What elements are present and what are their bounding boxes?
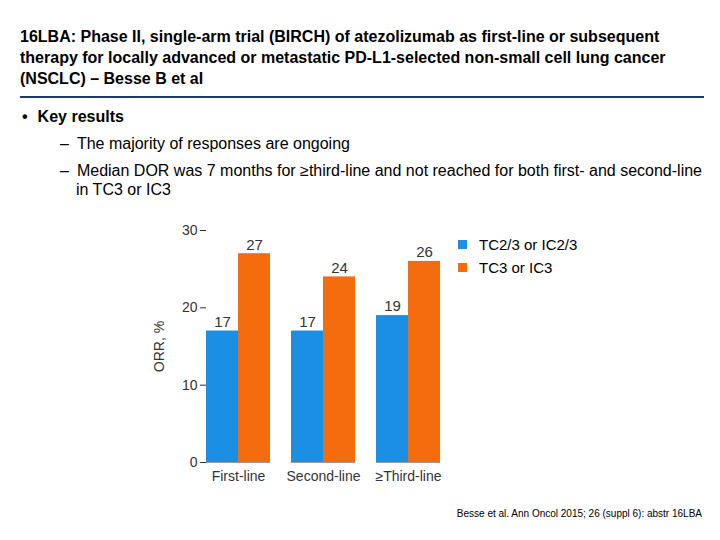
svg-text:≥Third-line: ≥Third-line bbox=[375, 468, 441, 484]
svg-text:26: 26 bbox=[416, 243, 433, 260]
html-text:The majority of responses are: The majority of responses are ongoing bbox=[76, 135, 350, 152]
svg-text:24: 24 bbox=[331, 259, 348, 276]
html-text:Key results: Key results bbox=[37, 108, 124, 125]
svg-text:Second-line: Second-line bbox=[287, 468, 361, 484]
svg-text:27: 27 bbox=[246, 236, 263, 253]
svg-text:17: 17 bbox=[214, 313, 231, 330]
html-text:Median DOR was 7 months for ≥t: Median DOR was 7 months for ≥third-line … bbox=[76, 162, 702, 198]
svg-text:20: 20 bbox=[182, 299, 198, 315]
svg-text:10: 10 bbox=[182, 377, 198, 393]
html-text:TC2/3 or IC2/3: TC2/3 or IC2/3 bbox=[479, 236, 578, 253]
html-text:Besse et al. Ann Oncol 2015; 2: Besse et al. Ann Oncol 2015; 26 (suppl 6… bbox=[456, 508, 702, 519]
html-text:TC3 or IC3: TC3 or IC3 bbox=[479, 259, 553, 276]
svg-text:19: 19 bbox=[384, 297, 401, 314]
svg-text:ORR, %: ORR, % bbox=[151, 321, 167, 372]
svg-text:17: 17 bbox=[299, 313, 316, 330]
svg-text:30: 30 bbox=[182, 222, 198, 238]
svg-text:0: 0 bbox=[190, 454, 198, 470]
svg-text:First-line: First-line bbox=[212, 468, 266, 484]
html-text:16LBA: Phase II, single-arm tr: 16LBA: Phase II, single-arm trial (BIRCH… bbox=[20, 28, 666, 87]
